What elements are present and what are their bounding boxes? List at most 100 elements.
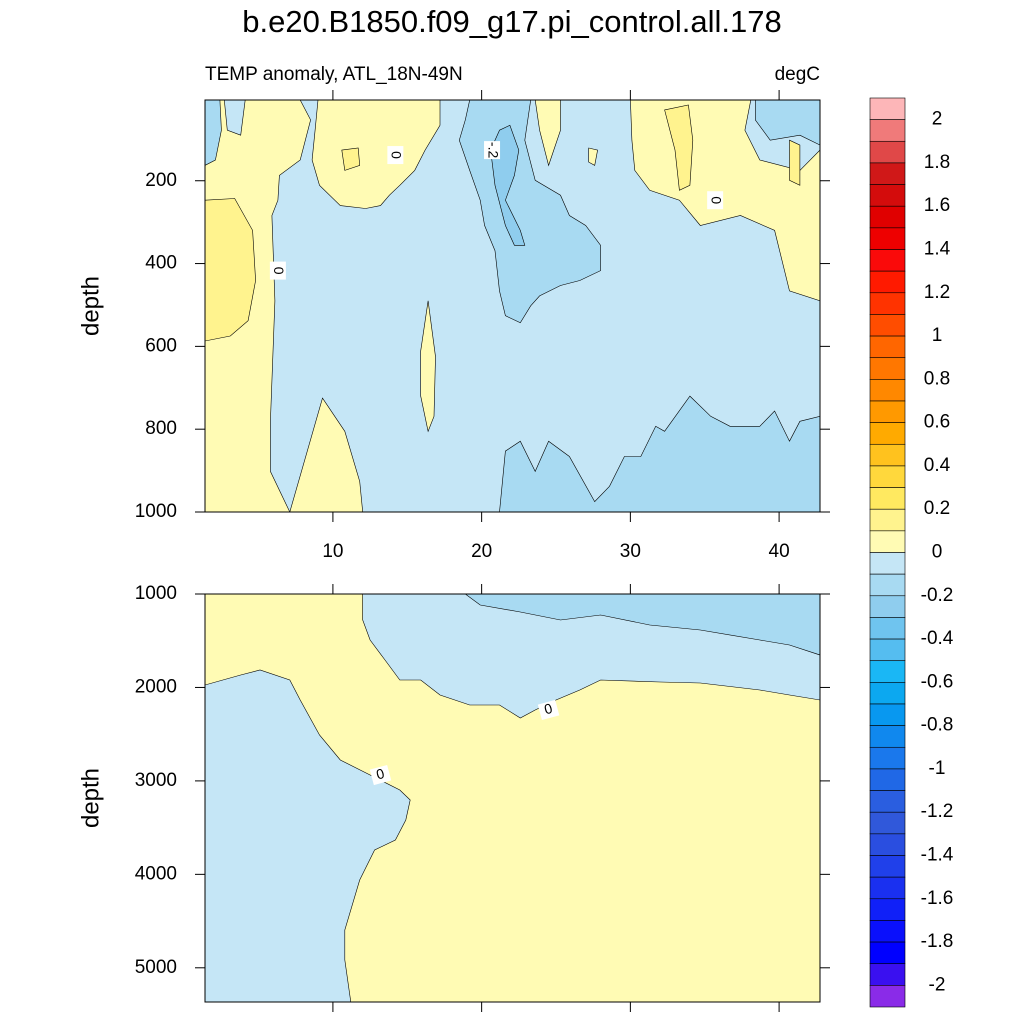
subtitle-left: TEMP anomaly, ATL_18N-49N [205,64,463,85]
y-tick-label: 1000 [135,583,177,604]
colorbar-tick-label: -0.8 [921,715,954,736]
colorbar-box [869,898,906,921]
colorbar-tick-label: -1.2 [921,801,954,822]
contour-region [341,147,361,171]
colorbar-tick-label: 2 [932,109,943,130]
contour-region [588,147,598,166]
contour-region [789,139,801,186]
colorbar-box [869,140,906,164]
colorbar-box [869,920,906,943]
contour-label-bg [387,146,404,165]
y-axis-label: depth [77,768,104,828]
subtitle-right: degC [775,64,820,85]
plot-frame [204,593,821,1003]
y-tick-label: 200 [145,170,177,191]
colorbar-tick-label: 0.2 [924,498,950,519]
colorbar-tick-label: -0.6 [921,671,954,692]
contour-label-group: 0 [707,191,724,210]
contour-region [664,104,694,191]
y-tick-label: 5000 [135,957,177,978]
colorbar-box [869,790,906,813]
contour-label-bg [269,261,286,280]
colorbar-box [869,595,906,618]
colorbar-tick-label: -0.2 [921,585,954,606]
colorbar-box [869,314,906,337]
contour-region [205,669,411,1002]
colorbar-box [869,335,906,359]
contour-label-bg [369,764,392,786]
y-tick-label: 4000 [135,863,177,884]
colorbar-tick-label: 1.8 [924,152,950,173]
contour-label: 0 [389,151,405,159]
colorbar-box [869,941,906,965]
colorbar-box [869,184,906,207]
x-tick-label: 40 [769,541,790,562]
colorbar-tick-label: 0.4 [924,455,951,476]
contour-region [499,395,820,512]
x-tick-label: 30 [620,541,641,562]
colorbar-box [869,379,906,402]
colorbar-tick-label: 1.2 [924,282,950,303]
colorbar-tick-label: -1.4 [921,845,954,866]
contour-region [420,300,436,433]
contour-label: 0 [708,196,724,204]
colorbar-box [869,725,906,748]
contour-label-bg [484,141,501,160]
y-tick-label: 1000 [135,501,177,522]
colorbar-box [869,876,906,900]
colorbar-tick-label: 1 [932,325,943,346]
y-tick-label: 2000 [135,676,177,697]
colorbar-box [869,746,906,770]
colorbar-box [869,119,906,142]
colorbar-box [869,682,906,705]
colorbar-box [869,768,906,791]
colorbar-box [869,227,906,250]
plot-area: 0 -.2 0 0 [205,100,820,512]
plot-frame [204,99,821,513]
colorbar-box [869,638,906,662]
colorbar-box [869,985,906,1008]
colorbar-tick-label: -0.4 [921,628,954,649]
colorbar-box [869,487,906,510]
colorbar-box [869,357,906,380]
colorbar-tick-label: -1.6 [921,888,954,909]
contour-region [205,198,256,342]
contour-region [311,100,441,209]
plot-area: 00 [205,594,820,1002]
contour-label: -.2 [485,142,501,159]
colorbar-tick-label: 0.6 [924,412,950,433]
y-tick-label: 800 [145,418,177,439]
colorbar-box [869,249,906,272]
contour-region [289,397,364,512]
colorbar-box [869,833,906,856]
colorbar-box [869,422,906,445]
contour-label-group: 0 [537,699,560,721]
colorbar-tick-label: -1.8 [921,931,954,952]
contour-region [464,594,820,656]
colorbar-box [869,162,906,185]
colorbar-box [869,617,906,640]
y-tick-label: 600 [145,335,177,356]
colorbar-box [869,855,906,878]
colorbar-box [869,573,906,597]
colorbar-tick-label: -2 [929,974,946,995]
contour-label-group: -.2 [484,141,501,160]
contour-region [534,100,561,167]
colorbar-box [869,703,906,726]
x-tick-label: 20 [471,541,492,562]
contour-label: 0 [271,267,287,275]
colorbar-box [869,963,906,986]
y-axis-label: depth [77,276,104,336]
colorbar-box [869,400,906,423]
colorbar-box [869,660,906,683]
colorbar-box [869,552,906,575]
colorbar-box [869,811,906,835]
contour-region [205,100,222,166]
contour-label-group: 0 [387,146,405,165]
colorbar-tick-label: 0.8 [924,368,950,389]
y-tick-label: 3000 [135,770,177,791]
y-tick-label: 400 [145,253,177,274]
chart-title: b.e20.B1850.f09_g17.pi_control.all.178 [242,4,782,39]
colorbar-box [869,443,906,467]
